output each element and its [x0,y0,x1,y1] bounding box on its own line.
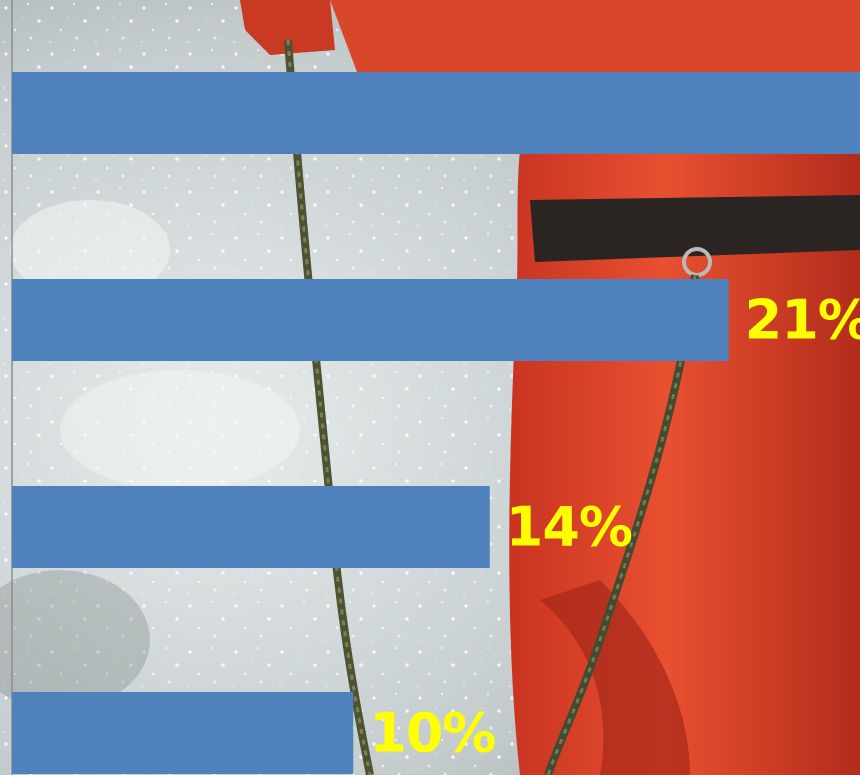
data-labels-group: 21% 14% 10% [369,289,860,765]
bars-group [12,72,860,774]
rope-right-twist [546,274,697,775]
bar-3 [12,486,490,568]
belt-ring-icon [682,247,712,277]
bar-1 [12,72,860,154]
water-foam [60,370,300,490]
glove-icon [240,0,335,55]
bar-4 [12,692,354,774]
water-shadow [0,570,150,710]
suit-shadow [540,580,690,775]
data-label-bar-4: 10% [369,702,495,765]
rope-left-twist [286,39,372,775]
data-label-bar-2: 21% [745,289,860,352]
data-label-bar-3: 14% [506,496,632,559]
water-foam [10,200,170,300]
harness-belt [530,195,860,262]
bar-2 [12,279,729,361]
survival-suit-arm [330,0,860,80]
